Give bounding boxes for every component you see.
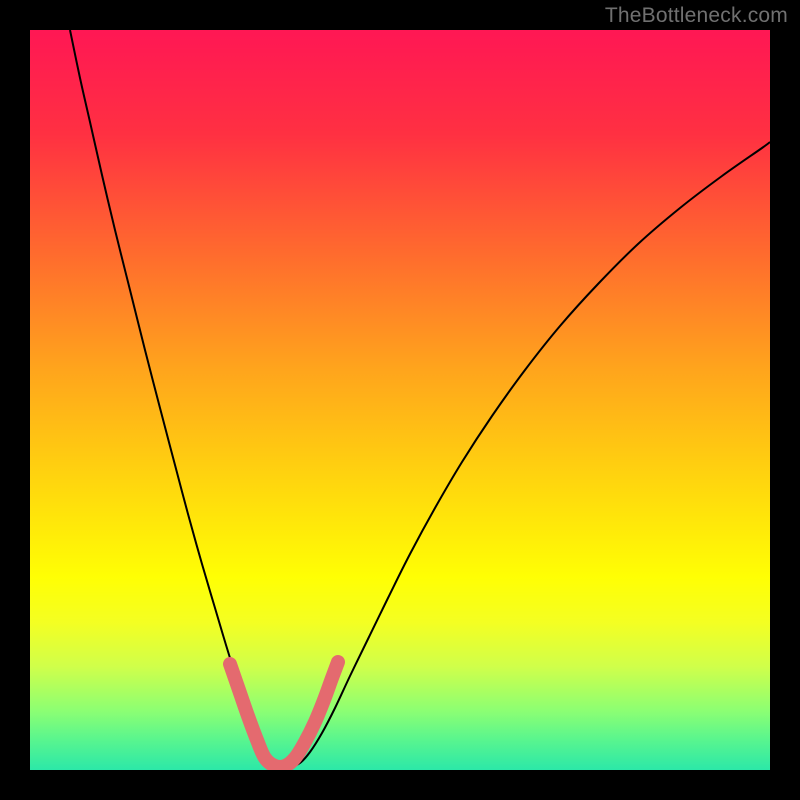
chart-root: TheBottleneck.com [0,0,800,800]
bottleneck-chart-svg [0,0,800,800]
plot-background [30,30,770,770]
watermark-text: TheBottleneck.com [605,4,788,28]
